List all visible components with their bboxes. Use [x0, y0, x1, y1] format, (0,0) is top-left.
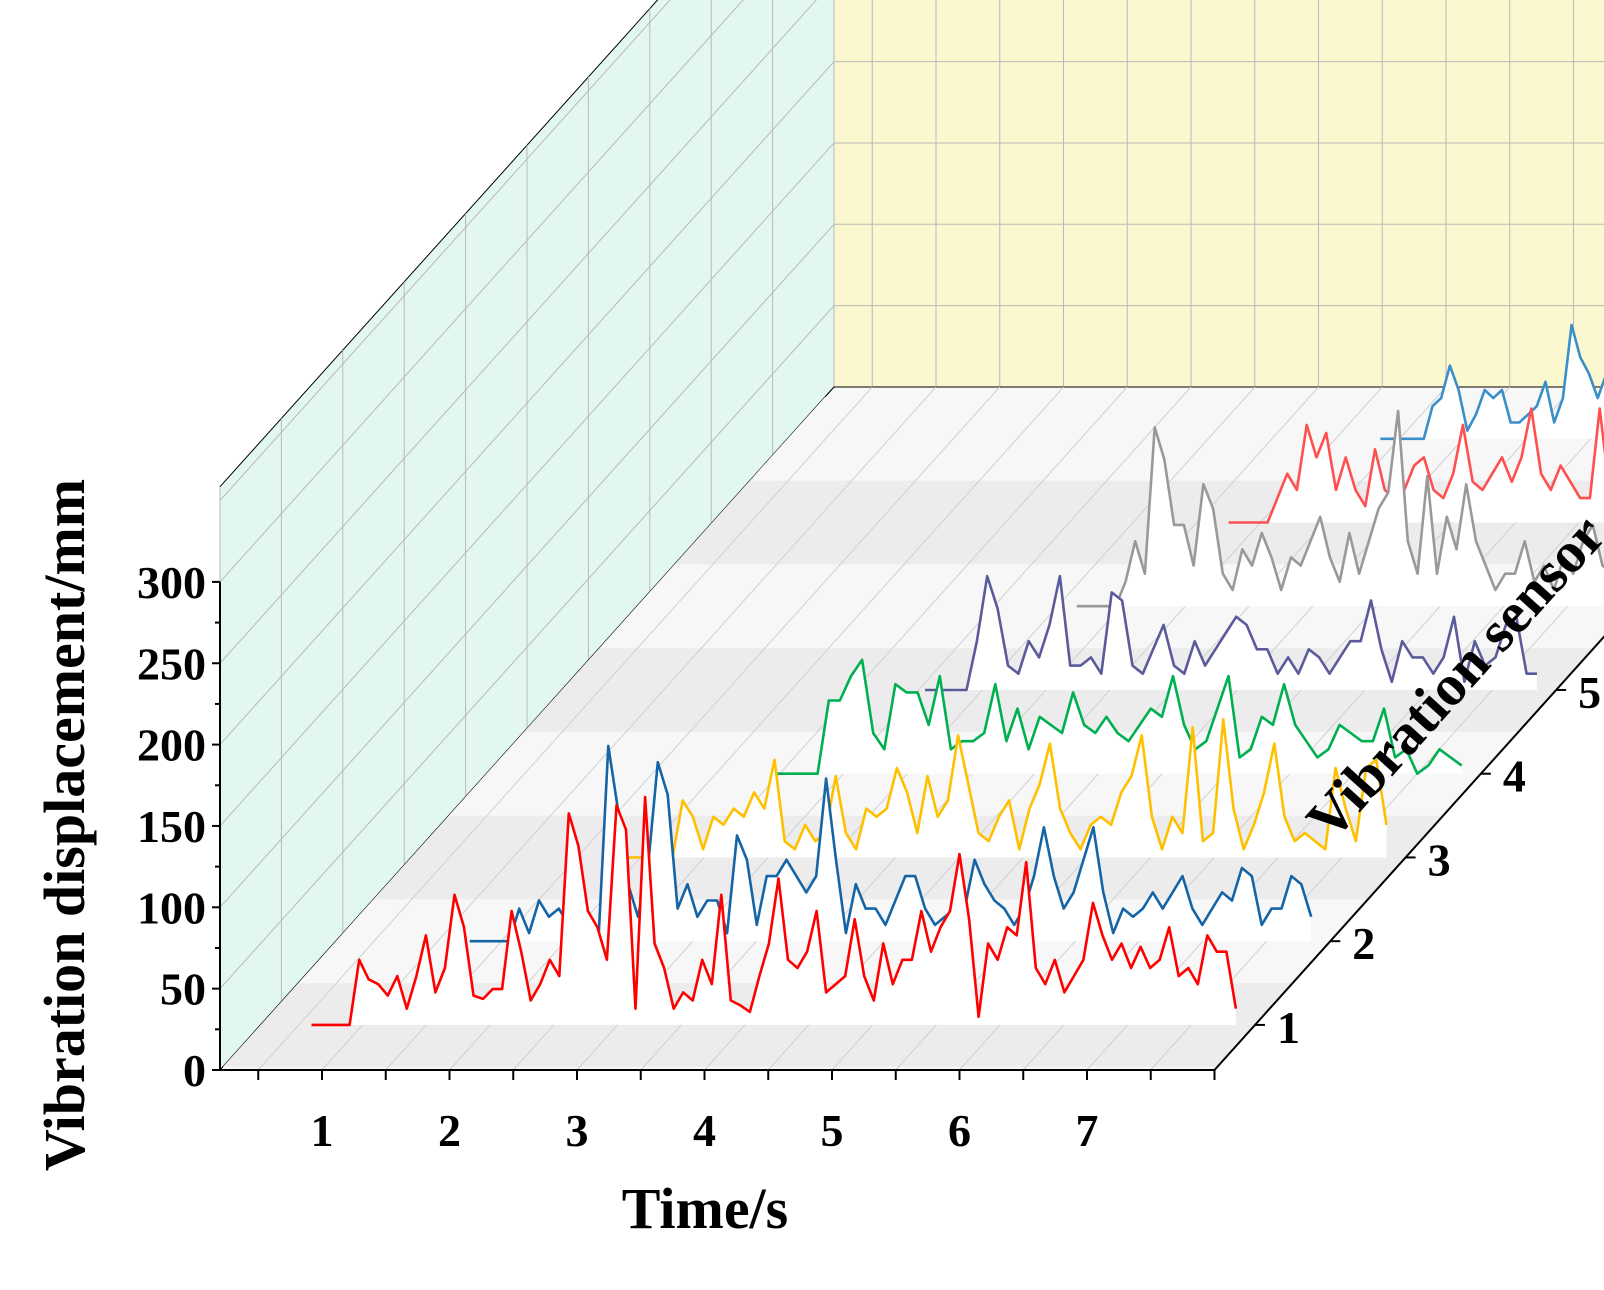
- side-wall-gridline: [219, 305, 835, 989]
- y-tick-label: 100: [137, 882, 206, 933]
- series-3-curtain: [621, 719, 1387, 858]
- series-6-curtain: [1076, 411, 1604, 607]
- y-tick-label: 50: [160, 964, 206, 1015]
- y-tick-label: 200: [137, 720, 206, 771]
- floor-gridline: [576, 386, 1192, 1071]
- series-3-line: [621, 717, 1388, 859]
- series-6-line: [1076, 409, 1604, 608]
- floor-gridline: [449, 386, 1064, 1071]
- floor-gridline: [1150, 565, 1604, 1071]
- x-tick-label: 3: [566, 1105, 589, 1156]
- side-wall-gridline: [219, 223, 835, 908]
- side-wall-gridline: [219, 0, 744, 583]
- series-2-curtain: [469, 745, 1312, 942]
- side-wall-gridline: [219, 0, 817, 664]
- series-5-line: [925, 574, 1537, 692]
- series-8-line: [1380, 323, 1604, 441]
- x-tick-label: 2: [438, 1105, 461, 1156]
- side-wall-gridline: [219, 142, 835, 827]
- chart-series: [311, 323, 1604, 1027]
- z-tick-label: 4: [1503, 751, 1526, 802]
- series-4-curtain: [773, 659, 1462, 774]
- series-1-curtain: [311, 797, 1236, 1025]
- series-4-line: [773, 658, 1463, 776]
- back-wall: [833, 0, 1604, 388]
- y-tick-label: 0: [183, 1045, 206, 1096]
- z-tick-label: 1: [1277, 1002, 1300, 1053]
- side-wall-gridline: [219, 61, 835, 745]
- y-tick-label: 300: [137, 557, 206, 608]
- series-8-curtain: [1380, 324, 1604, 439]
- floor-band: [749, 396, 1604, 481]
- y-tick-label: 250: [137, 638, 206, 689]
- chart-axes: [212, 580, 1604, 1080]
- x-axis-title: Time/s: [622, 1176, 789, 1241]
- floor-gridline: [385, 386, 1001, 1071]
- chart-walls: [219, 0, 1604, 1072]
- series-7-curtain: [1228, 408, 1604, 523]
- z-axis-line: [1213, 635, 1604, 1071]
- side-wall-gridline: [219, 0, 671, 501]
- z-tick-label: 5: [1578, 667, 1601, 718]
- series-2-line: [469, 744, 1313, 943]
- y-axis-title: Vibration displacement/mm: [32, 479, 97, 1171]
- x-tick-label: 6: [948, 1105, 971, 1156]
- x-tick-label: 1: [311, 1105, 334, 1156]
- x-tick-label: 4: [693, 1105, 716, 1156]
- y-tick-label: 150: [137, 801, 206, 852]
- x-tick-label: 5: [821, 1105, 844, 1156]
- series-7-line: [1228, 407, 1604, 524]
- x-tick-label: 7: [1076, 1105, 1099, 1156]
- z-tick-label: 2: [1352, 918, 1375, 969]
- series-1-line: [311, 795, 1238, 1027]
- z-tick-label: 3: [1428, 834, 1451, 885]
- floor-gridline: [257, 386, 873, 1071]
